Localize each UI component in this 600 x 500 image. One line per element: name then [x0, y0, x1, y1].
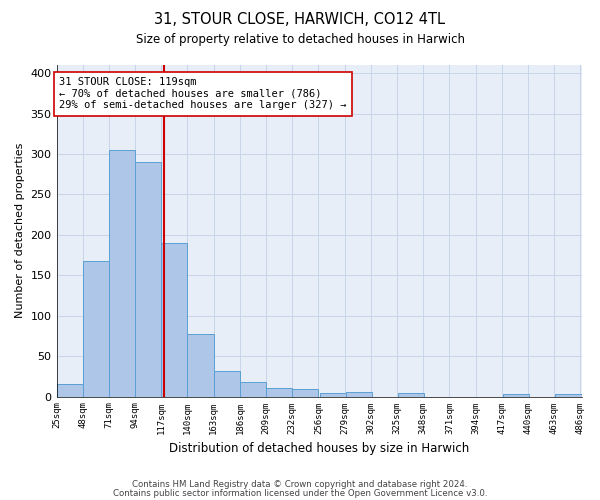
Bar	[398, 392, 424, 396]
Bar	[187, 334, 214, 396]
Y-axis label: Number of detached properties: Number of detached properties	[15, 143, 25, 318]
Bar	[109, 150, 135, 396]
Bar	[161, 243, 187, 396]
Text: Size of property relative to detached houses in Harwich: Size of property relative to detached ho…	[136, 32, 464, 46]
Text: 31 STOUR CLOSE: 119sqm
← 70% of detached houses are smaller (786)
29% of semi-de: 31 STOUR CLOSE: 119sqm ← 70% of detached…	[59, 77, 346, 110]
Bar	[135, 162, 161, 396]
Bar	[83, 260, 109, 396]
Bar	[240, 382, 266, 396]
Bar	[292, 390, 319, 396]
Text: Contains HM Land Registry data © Crown copyright and database right 2024.: Contains HM Land Registry data © Crown c…	[132, 480, 468, 489]
Bar	[320, 392, 346, 396]
Bar	[346, 392, 372, 396]
Bar	[56, 384, 83, 396]
Bar	[503, 394, 529, 396]
Bar	[556, 394, 581, 396]
Text: 31, STOUR CLOSE, HARWICH, CO12 4TL: 31, STOUR CLOSE, HARWICH, CO12 4TL	[155, 12, 445, 28]
Bar	[266, 388, 292, 396]
Bar	[214, 370, 240, 396]
Text: Contains public sector information licensed under the Open Government Licence v3: Contains public sector information licen…	[113, 489, 487, 498]
X-axis label: Distribution of detached houses by size in Harwich: Distribution of detached houses by size …	[169, 442, 469, 455]
